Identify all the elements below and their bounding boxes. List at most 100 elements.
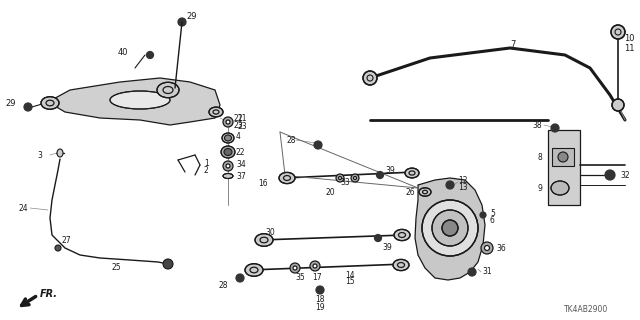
Text: 38: 38: [532, 121, 542, 130]
Circle shape: [363, 71, 377, 85]
Text: 26: 26: [405, 188, 415, 196]
Ellipse shape: [41, 97, 59, 109]
Circle shape: [442, 220, 458, 236]
Text: 30: 30: [265, 228, 275, 236]
Text: 14: 14: [345, 270, 355, 279]
Text: 27: 27: [62, 236, 72, 244]
Bar: [548, 130, 580, 205]
Text: TK4AB2900: TK4AB2900: [564, 305, 608, 314]
Circle shape: [223, 161, 233, 171]
Circle shape: [558, 152, 568, 162]
Text: 9: 9: [537, 183, 542, 193]
Circle shape: [314, 141, 322, 149]
Ellipse shape: [110, 91, 170, 109]
Circle shape: [351, 174, 359, 182]
Text: 2: 2: [204, 165, 209, 174]
Circle shape: [480, 212, 486, 218]
Circle shape: [223, 117, 233, 127]
Text: 20: 20: [325, 188, 335, 196]
Ellipse shape: [225, 135, 232, 141]
Text: 6: 6: [490, 215, 495, 225]
Circle shape: [290, 263, 300, 273]
Text: 7: 7: [510, 39, 515, 49]
Circle shape: [178, 18, 186, 26]
Circle shape: [432, 210, 468, 246]
Circle shape: [484, 245, 490, 251]
Circle shape: [24, 103, 32, 111]
Text: 39: 39: [382, 243, 392, 252]
Circle shape: [611, 25, 625, 39]
Polygon shape: [48, 78, 220, 125]
Text: 28: 28: [287, 135, 296, 145]
Text: 36: 36: [496, 244, 506, 252]
Ellipse shape: [223, 173, 233, 179]
Circle shape: [374, 235, 381, 242]
Text: 31: 31: [482, 268, 492, 276]
Text: 3: 3: [37, 150, 42, 159]
Ellipse shape: [221, 146, 235, 158]
Text: FR.: FR.: [40, 289, 58, 299]
Circle shape: [226, 120, 230, 124]
Text: 1: 1: [204, 158, 209, 167]
Circle shape: [468, 268, 476, 276]
Text: 23: 23: [233, 121, 243, 130]
Text: 28: 28: [218, 281, 228, 290]
Polygon shape: [415, 178, 485, 280]
Circle shape: [147, 52, 154, 59]
Ellipse shape: [57, 149, 63, 157]
Text: 4: 4: [236, 132, 241, 140]
Text: 21: 21: [233, 114, 243, 123]
Circle shape: [481, 242, 493, 254]
Text: 23: 23: [238, 122, 248, 131]
Text: 29: 29: [6, 99, 16, 108]
Bar: [552, 148, 574, 166]
Ellipse shape: [209, 107, 223, 117]
Text: 5: 5: [490, 209, 495, 218]
Ellipse shape: [551, 181, 569, 195]
Circle shape: [612, 99, 624, 111]
Circle shape: [353, 177, 356, 180]
Circle shape: [226, 164, 230, 168]
Text: 12: 12: [458, 175, 467, 185]
Text: 39: 39: [385, 165, 395, 174]
Circle shape: [376, 172, 383, 179]
Text: 10: 10: [624, 34, 634, 43]
Text: 35: 35: [295, 274, 305, 283]
Text: 37: 37: [236, 172, 246, 180]
Ellipse shape: [394, 229, 410, 241]
Circle shape: [336, 174, 344, 182]
Ellipse shape: [224, 148, 232, 156]
Ellipse shape: [157, 82, 179, 98]
Text: 21: 21: [238, 114, 248, 123]
Circle shape: [551, 124, 559, 132]
Text: 24: 24: [19, 204, 28, 212]
Text: 32: 32: [620, 171, 630, 180]
Text: 40: 40: [118, 47, 128, 57]
Ellipse shape: [245, 264, 263, 276]
Ellipse shape: [255, 234, 273, 246]
Circle shape: [446, 181, 454, 189]
Circle shape: [55, 245, 61, 251]
Ellipse shape: [279, 172, 295, 184]
Text: 29: 29: [186, 12, 196, 20]
Circle shape: [316, 286, 324, 294]
Text: 17: 17: [312, 274, 322, 283]
Circle shape: [339, 177, 342, 180]
Ellipse shape: [222, 133, 234, 143]
Text: 33: 33: [340, 178, 349, 187]
Text: 15: 15: [345, 277, 355, 286]
Text: 18: 18: [316, 295, 324, 305]
Circle shape: [163, 259, 173, 269]
Ellipse shape: [393, 260, 409, 271]
Circle shape: [422, 200, 478, 256]
Text: 11: 11: [624, 44, 634, 52]
Circle shape: [313, 264, 317, 268]
Ellipse shape: [405, 168, 419, 178]
Circle shape: [293, 266, 297, 270]
Circle shape: [310, 261, 320, 271]
Ellipse shape: [419, 188, 431, 196]
Text: 34: 34: [236, 159, 246, 169]
Text: 19: 19: [315, 302, 325, 311]
Text: 13: 13: [458, 182, 468, 191]
Circle shape: [605, 170, 615, 180]
